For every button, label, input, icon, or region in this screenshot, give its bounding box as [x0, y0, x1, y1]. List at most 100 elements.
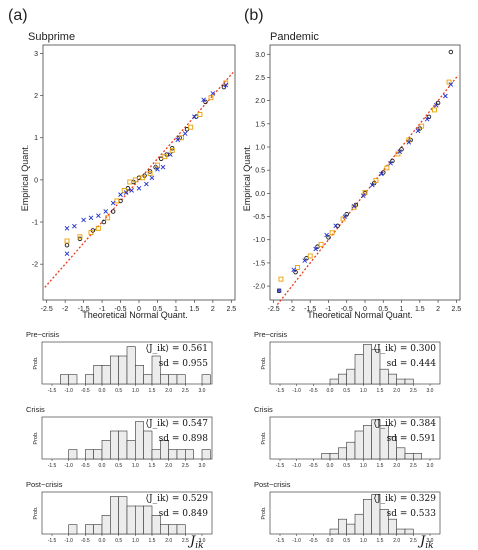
cross-stroke	[160, 164, 166, 170]
qq-point-square	[419, 123, 425, 129]
qq-xtick-label: 1.5	[190, 306, 200, 313]
hist-bar	[371, 349, 381, 385]
qq-point-square	[340, 216, 346, 222]
qq-point-cross	[302, 258, 308, 263]
cross-stroke	[192, 114, 197, 119]
qq-point-cross	[168, 152, 173, 157]
qq-xtick-label: 1.5	[415, 306, 425, 313]
qq-ytick-label: -2	[32, 262, 38, 269]
qq-point-cross	[81, 217, 86, 223]
cross-stroke	[433, 102, 439, 108]
qq-point-cross	[433, 102, 439, 108]
cross-stroke	[118, 192, 123, 197]
qq-xtick-label: -2.5	[41, 306, 53, 313]
qq-point-cross	[342, 214, 348, 219]
qq-ytick-label: 1.0	[255, 145, 265, 152]
hist-bar	[118, 355, 128, 385]
hist-xtick-label: 1.5	[377, 463, 384, 469]
hist-bar	[160, 374, 169, 385]
qq-point-circle	[448, 49, 454, 55]
hist-sd-text: sd = 0.955	[159, 359, 209, 369]
qq-point-square	[278, 276, 284, 282]
qq-point-cross	[291, 267, 297, 273]
qq-xtick-label: 2.5	[451, 306, 461, 313]
cross-stroke	[175, 137, 181, 143]
qq-point-square	[121, 187, 127, 193]
qq-point-circle	[293, 269, 298, 275]
hist-bar	[85, 524, 94, 535]
hist-bar	[388, 518, 397, 535]
hist-xtick-label: -1.0	[64, 538, 73, 544]
hist-bar	[143, 505, 153, 535]
hist-bar	[176, 449, 186, 460]
cross-stroke	[88, 215, 94, 221]
qq-point-square	[329, 230, 335, 236]
qq-point-square	[384, 165, 390, 171]
hist-bar	[68, 374, 78, 385]
cross-stroke	[360, 193, 366, 199]
hist-xtick-label: 2.5	[410, 388, 417, 394]
hist-title: Pre−crisis	[254, 330, 287, 339]
cross-stroke	[64, 226, 70, 231]
cross-stroke	[103, 209, 109, 214]
hist-bar	[160, 524, 169, 535]
cross-stroke	[123, 190, 129, 195]
hist-bar	[329, 378, 339, 385]
hist-sd-text: sd = 0.849	[159, 509, 209, 519]
qq-xtick-label: -0.5	[115, 306, 127, 313]
hist-xtick-label: 0.0	[99, 463, 106, 469]
hist-bar	[185, 449, 194, 460]
qq-xtick-label: 0.5	[378, 306, 388, 313]
hist-bar	[346, 523, 356, 535]
hist-bar	[135, 505, 144, 535]
qq-a-xlabel: Theoretical Normal Quant.	[82, 310, 188, 320]
hist-xtick-label: 3.0	[199, 388, 206, 394]
hist-xtick-label: 1.5	[377, 538, 384, 544]
hist-xtick-label: -0.5	[309, 538, 318, 544]
hist-bar	[126, 505, 136, 535]
histograms: Pre−crisis -1.5 -1.0 -0.5 0.0 0.5 1.0 1.5 2.0 2.5…	[26, 330, 441, 544]
cross-stroke	[333, 223, 339, 229]
hist-bar	[354, 430, 364, 460]
hist-bar	[110, 430, 119, 460]
hist-bar	[388, 373, 397, 385]
hist-bar	[126, 440, 136, 460]
hist-title: Post−crisis	[254, 480, 291, 489]
qq-a-ylabel: Empirical Quant.	[20, 145, 30, 212]
hist-bar	[168, 524, 178, 535]
hist-bar	[118, 430, 128, 460]
qq-point-square	[127, 179, 133, 185]
cross-stroke	[129, 188, 134, 193]
qq-xtick-label: 0	[137, 306, 141, 313]
hist-xtick-label: -1.0	[64, 463, 73, 469]
hist-title: Crisis	[26, 405, 45, 414]
qq-point-square	[140, 175, 146, 181]
qq-point-cross	[123, 190, 129, 195]
qq-point-cross	[64, 251, 70, 256]
hist-sd-text: sd = 0.444	[387, 359, 437, 369]
hist-xtick-label: -1.0	[292, 463, 301, 469]
qq-point-square	[105, 215, 111, 221]
panel-a-title: Subprime	[28, 31, 75, 43]
hist-bar	[201, 374, 211, 385]
hist-bar	[176, 374, 186, 385]
hist-bar	[126, 346, 136, 385]
hist-xtick-label: 2.0	[393, 463, 400, 469]
qq-point-circle	[110, 209, 116, 214]
hist-bar	[363, 499, 372, 535]
hist-xtick-label: 2.5	[182, 388, 189, 394]
hist-ylabel: Prob.	[261, 506, 267, 520]
hist-xtick-label: 1.0	[360, 463, 367, 469]
qq-point-cross	[424, 116, 430, 122]
hist-xtick-label: 0.5	[115, 463, 122, 469]
hist-xtick-label: 1.0	[360, 388, 367, 394]
hist-xtick-label: 0.5	[343, 463, 350, 469]
hist-bar	[143, 374, 153, 385]
hist-bar	[176, 524, 186, 535]
hist-bar	[363, 425, 372, 460]
qq-point-square	[351, 204, 357, 210]
qq-point-cross	[360, 193, 366, 199]
hist-bar	[396, 528, 406, 535]
qq-point-square	[373, 177, 379, 183]
hist-bar	[404, 378, 414, 385]
